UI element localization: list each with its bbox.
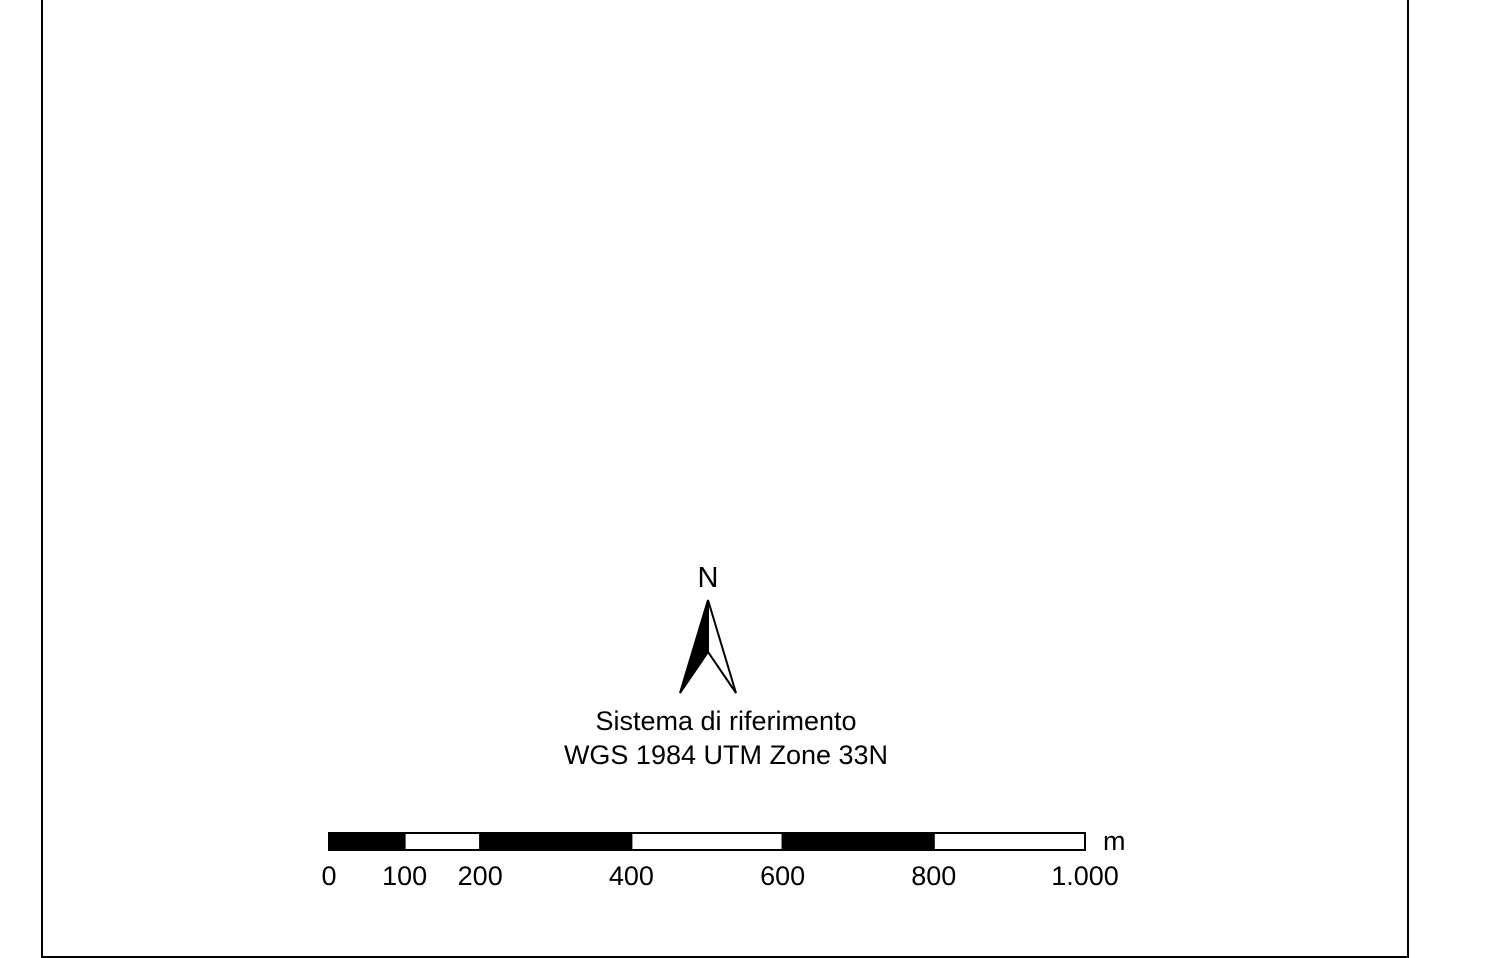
scale-tick-label: 0 [321,861,337,891]
scale-tick-label: 200 [457,861,503,891]
north-arrow-icon [679,599,737,694]
scale-tick-label: 100 [382,861,428,891]
coordinate-reference-system: Sistema di riferimento WGS 1984 UTM Zone… [426,704,1026,772]
crs-line-1: Sistema di riferimento [595,706,857,736]
scale-bar-unit: m [1103,826,1126,856]
north-label: N [697,562,719,594]
north-arrow-left-half [679,599,709,694]
scale-tick-label: 1.000 [1051,861,1119,891]
scale-tick-label: 400 [608,861,654,891]
scale-tick-label: 800 [911,861,957,891]
north-arrow-right-half [707,599,737,694]
crs-line-2: WGS 1984 UTM Zone 33N [563,740,889,770]
scale-tick-label: 600 [760,861,806,891]
map-frame [41,0,1409,958]
